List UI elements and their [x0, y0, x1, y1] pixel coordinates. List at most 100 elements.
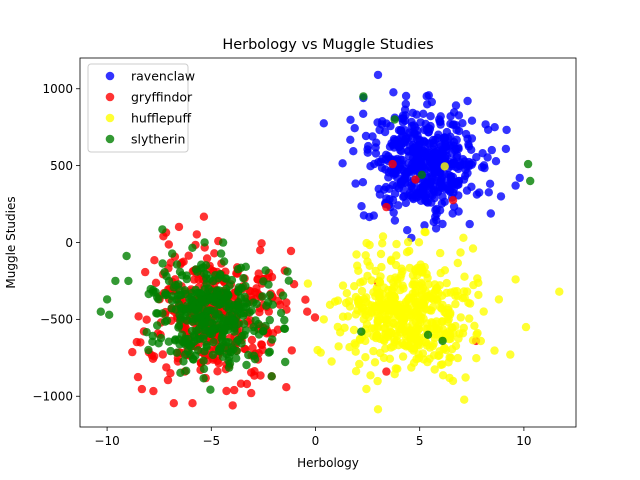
- point-ravenclaw: [412, 110, 421, 119]
- point-hufflepuff: [414, 354, 424, 363]
- point-hufflepuff: [398, 267, 407, 276]
- point-slytherin: [526, 176, 535, 186]
- point-ravenclaw: [404, 164, 413, 173]
- x-tick-label: −10: [94, 434, 119, 448]
- point-hufflepuff: [373, 376, 382, 386]
- point-gryffindor: [382, 202, 391, 212]
- point-gryffindor: [382, 367, 391, 376]
- point-slytherin: [199, 364, 209, 374]
- point-ravenclaw: [428, 153, 437, 163]
- point-hufflepuff: [445, 353, 454, 362]
- point-hufflepuff: [415, 341, 424, 350]
- point-ravenclaw: [515, 173, 524, 183]
- point-ravenclaw: [389, 88, 398, 97]
- point-ravenclaw: [433, 187, 442, 196]
- point-gryffindor: [190, 275, 199, 284]
- point-hufflepuff: [448, 376, 458, 386]
- point-gryffindor: [257, 340, 267, 350]
- point-gryffindor: [256, 246, 265, 255]
- point-slytherin: [191, 305, 201, 315]
- point-ravenclaw: [424, 128, 433, 137]
- point-slytherin: [222, 349, 231, 359]
- point-ravenclaw: [502, 125, 511, 135]
- chart-title: Herbology vs Muggle Studies: [222, 37, 433, 53]
- point-gryffindor: [247, 388, 256, 398]
- point-hufflepuff: [378, 239, 387, 248]
- point-hufflepuff: [355, 359, 364, 369]
- point-hufflepuff: [319, 315, 328, 324]
- point-hufflepuff: [373, 405, 383, 414]
- point-slytherin: [188, 243, 197, 252]
- x-tick-label: 0: [312, 434, 320, 448]
- point-slytherin: [252, 299, 261, 309]
- point-hufflepuff: [374, 297, 384, 306]
- point-slytherin: [102, 295, 112, 304]
- point-ravenclaw: [361, 131, 371, 141]
- point-ravenclaw: [346, 115, 355, 125]
- point-gryffindor: [166, 369, 175, 378]
- point-gryffindor: [134, 312, 143, 321]
- point-slytherin: [232, 300, 242, 310]
- point-hufflepuff: [370, 302, 379, 312]
- point-hufflepuff: [429, 339, 438, 348]
- point-slytherin: [225, 363, 234, 372]
- point-hufflepuff: [521, 322, 531, 332]
- point-gryffindor: [286, 246, 296, 256]
- point-ravenclaw: [338, 159, 347, 168]
- point-hufflepuff: [409, 332, 419, 341]
- point-ravenclaw: [381, 165, 390, 174]
- point-slytherin: [158, 225, 167, 234]
- point-slytherin: [523, 159, 533, 169]
- point-hufflepuff: [395, 285, 405, 295]
- point-hufflepuff: [476, 336, 485, 346]
- point-gryffindor: [388, 159, 397, 169]
- point-slytherin: [239, 311, 248, 320]
- point-slytherin: [181, 334, 190, 344]
- point-gryffindor: [254, 269, 263, 278]
- point-hufflepuff: [434, 351, 443, 361]
- point-slytherin: [179, 357, 188, 366]
- point-hufflepuff: [449, 328, 458, 338]
- point-gryffindor: [162, 363, 171, 372]
- y-axis-ticks: −1000 −500 0 500 1000: [32, 82, 80, 404]
- point-hufflepuff: [338, 281, 348, 290]
- point-slytherin: [204, 306, 213, 315]
- point-hufflepuff: [405, 246, 414, 256]
- point-gryffindor: [301, 295, 310, 304]
- point-hufflepuff: [398, 352, 408, 361]
- point-ravenclaw: [467, 116, 477, 125]
- point-ravenclaw: [485, 179, 495, 188]
- point-slytherin: [223, 315, 232, 325]
- point-ravenclaw: [496, 192, 506, 201]
- point-ravenclaw: [475, 188, 484, 197]
- point-slytherin: [254, 319, 263, 329]
- point-ravenclaw: [430, 168, 439, 177]
- point-hufflepuff: [430, 280, 439, 289]
- point-hufflepuff: [357, 286, 367, 296]
- point-gryffindor: [184, 251, 193, 260]
- point-hufflepuff: [334, 342, 343, 351]
- point-hufflepuff: [376, 249, 386, 259]
- point-ravenclaw: [449, 120, 458, 129]
- y-tick-label: −1000: [32, 390, 73, 404]
- point-slytherin: [214, 346, 224, 356]
- point-ravenclaw: [390, 216, 400, 225]
- legend-marker-slytherin: [105, 134, 115, 144]
- point-hufflepuff: [353, 261, 362, 270]
- point-slytherin: [202, 270, 211, 279]
- point-hufflepuff: [411, 288, 420, 298]
- point-slytherin: [182, 366, 191, 375]
- point-hufflepuff: [393, 300, 402, 309]
- point-ravenclaw: [436, 120, 445, 129]
- point-hufflepuff: [465, 314, 474, 323]
- point-slytherin: [191, 285, 200, 295]
- point-slytherin: [265, 315, 274, 325]
- point-gryffindor: [448, 196, 458, 205]
- point-hufflepuff: [418, 284, 428, 293]
- point-slytherin: [206, 385, 215, 394]
- point-ravenclaw: [401, 91, 411, 101]
- point-slytherin: [188, 354, 198, 364]
- point-gryffindor: [137, 384, 147, 394]
- point-ravenclaw: [371, 149, 381, 158]
